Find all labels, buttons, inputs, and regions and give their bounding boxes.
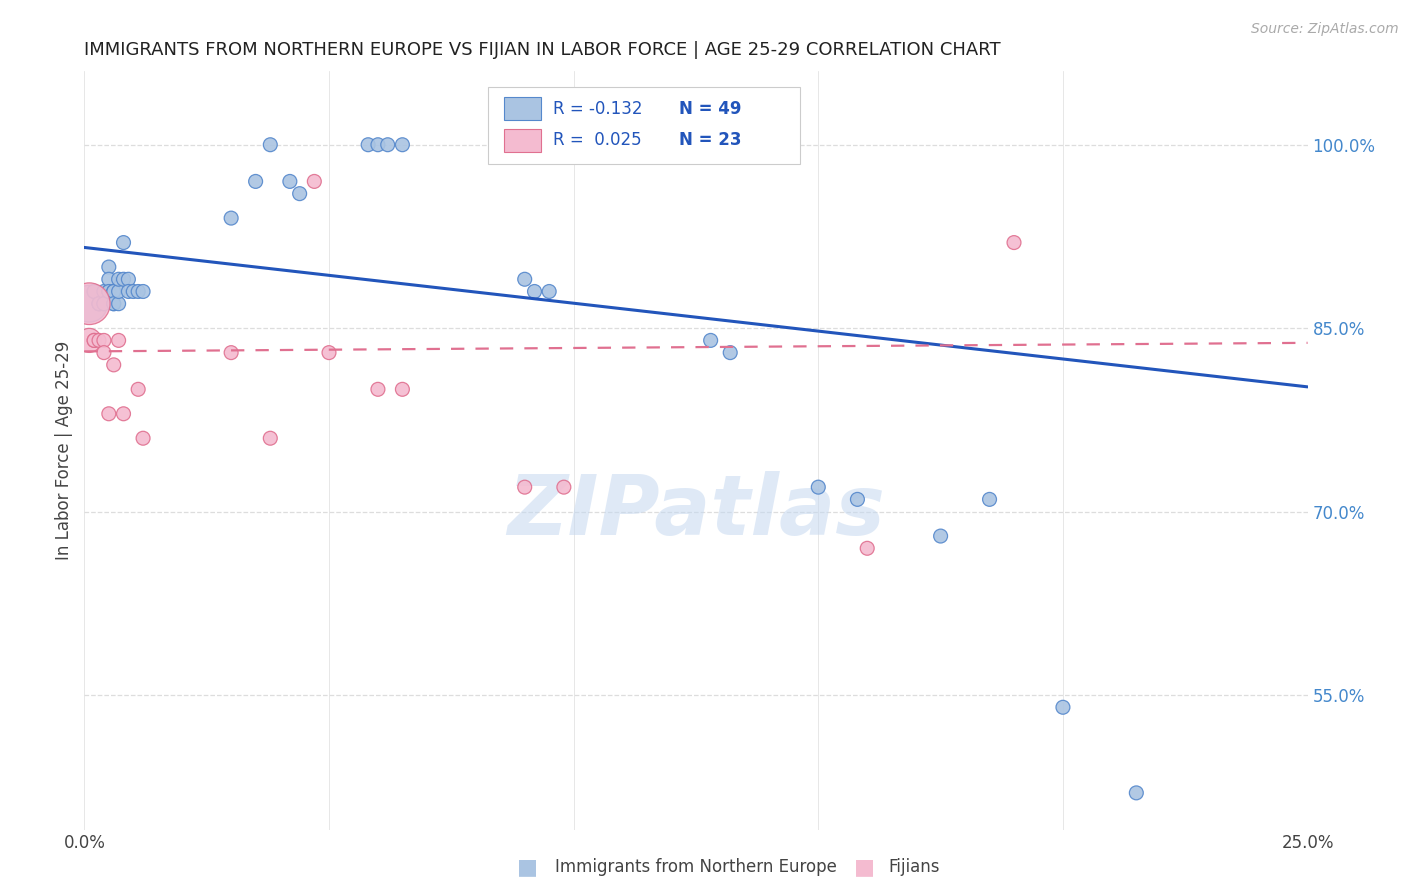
Point [83, 285, 105, 299]
Point [523, 285, 546, 299]
Point [538, 285, 561, 299]
Point [357, 137, 380, 152]
Text: IMMIGRANTS FROM NORTHERN EUROPE VS FIJIAN IN LABOR FORCE | AGE 25-29 CORRELATION: IMMIGRANTS FROM NORTHERN EUROPE VS FIJIA… [84, 41, 1001, 59]
Text: R =  0.025: R = 0.025 [553, 131, 641, 149]
Text: N = 49: N = 49 [679, 100, 741, 118]
Point [112, 407, 135, 421]
Point [97, 285, 120, 299]
Text: ZIPatlas: ZIPatlas [508, 471, 884, 551]
Point [112, 272, 135, 286]
Point [103, 285, 125, 299]
Point [103, 296, 125, 310]
Point [117, 272, 139, 286]
Point [259, 431, 281, 445]
Point [718, 345, 741, 359]
Point [699, 334, 721, 348]
Point [367, 382, 389, 396]
Point [391, 382, 413, 396]
Point [77, 296, 100, 310]
Point [87, 334, 110, 348]
Point [103, 285, 125, 299]
Point [87, 296, 110, 310]
Point [846, 492, 869, 507]
Point [107, 272, 129, 286]
Point [219, 211, 242, 226]
Point [87, 296, 110, 310]
Point [77, 334, 100, 348]
Point [377, 137, 399, 152]
Point [553, 480, 575, 494]
Point [97, 260, 120, 274]
FancyBboxPatch shape [488, 87, 800, 164]
Point [391, 137, 413, 152]
Point [288, 186, 311, 201]
Point [93, 296, 115, 310]
Point [103, 358, 125, 372]
Point [513, 480, 536, 494]
Point [77, 296, 100, 310]
Point [122, 285, 145, 299]
Text: Fijians: Fijians [889, 858, 941, 876]
Point [1125, 786, 1147, 800]
Point [93, 296, 115, 310]
Point [97, 272, 120, 286]
FancyBboxPatch shape [503, 97, 541, 120]
Point [97, 285, 120, 299]
Point [83, 334, 105, 348]
Point [87, 296, 110, 310]
Text: R = -0.132: R = -0.132 [553, 100, 643, 118]
Point [278, 174, 301, 188]
Point [127, 285, 149, 299]
Point [83, 334, 105, 348]
Point [127, 382, 149, 396]
Point [318, 345, 340, 359]
Point [93, 334, 115, 348]
Point [856, 541, 879, 556]
Point [1052, 700, 1074, 714]
Point [107, 334, 129, 348]
Text: N = 23: N = 23 [679, 131, 741, 149]
Point [103, 296, 125, 310]
Point [97, 407, 120, 421]
Point [304, 174, 326, 188]
Point [107, 296, 129, 310]
Point [513, 272, 536, 286]
Point [685, 137, 707, 152]
Y-axis label: In Labor Force | Age 25-29: In Labor Force | Age 25-29 [55, 341, 73, 560]
Text: ■: ■ [517, 857, 537, 877]
Point [661, 137, 683, 152]
FancyBboxPatch shape [503, 129, 541, 152]
Point [132, 285, 155, 299]
Point [107, 285, 129, 299]
Point [807, 480, 830, 494]
Point [93, 285, 115, 299]
Point [979, 492, 1001, 507]
Point [93, 345, 115, 359]
Point [117, 285, 139, 299]
Text: Immigrants from Northern Europe: Immigrants from Northern Europe [555, 858, 837, 876]
Point [245, 174, 267, 188]
Point [132, 431, 155, 445]
Point [219, 345, 242, 359]
Point [112, 235, 135, 250]
Point [83, 285, 105, 299]
Point [259, 137, 281, 152]
Point [929, 529, 952, 543]
Point [1002, 235, 1025, 250]
Text: Source: ZipAtlas.com: Source: ZipAtlas.com [1251, 22, 1399, 37]
Text: ■: ■ [855, 857, 875, 877]
Point [367, 137, 389, 152]
